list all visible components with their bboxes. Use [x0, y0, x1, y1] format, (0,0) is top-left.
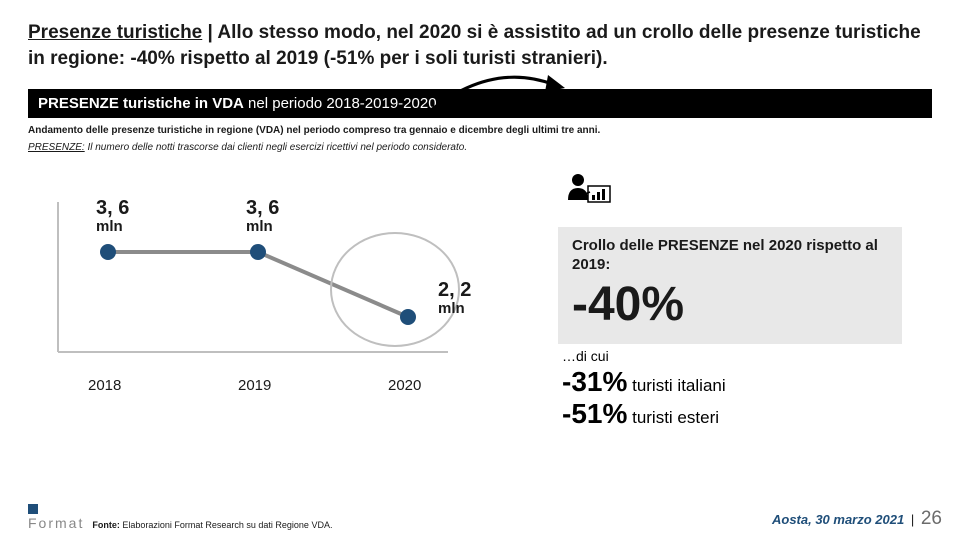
band-bold: PRESENZE turistiche in VDA — [38, 95, 244, 112]
person-chart-icon — [564, 172, 932, 217]
title-underline: Presenze turistiche — [28, 22, 202, 43]
dicui-label: …di cui — [562, 348, 932, 364]
x-axis-label: 2018 — [88, 377, 121, 394]
sub-pct-2: -51% turisti esteri — [562, 398, 932, 430]
callout-text: Crollo delle PRESENZE nel 2020 rispetto … — [572, 237, 888, 275]
footer-right: Aosta, 30 marzo 2021 | 26 — [772, 508, 942, 530]
sub-pct-1: -31% turisti italiani — [562, 366, 932, 398]
chart-datapoint: 3, 6mln — [96, 197, 129, 235]
page-footer: Format Fonte: Elaborazioni Format Resear… — [28, 504, 942, 530]
source-text: Fonte: Elaborazioni Format Research su d… — [92, 520, 332, 530]
big-percentage: -40% — [572, 277, 888, 332]
x-axis-label: 2019 — [238, 377, 271, 394]
chart-datapoint: 2, 2mln — [438, 279, 471, 317]
x-axis-label: 2020 — [388, 377, 421, 394]
chart-datapoint: 3, 6mln — [246, 197, 279, 235]
line-chart: 3, 6mln 3, 6mln 2, 2mln 2018 2019 2020 — [28, 162, 488, 392]
band-rest: nel periodo 2018-2019-2020 — [244, 95, 437, 112]
logo-icon: Format — [28, 504, 84, 530]
arrow-icon — [420, 30, 600, 170]
callout-box: Crollo delle PRESENZE nel 2020 rispetto … — [558, 227, 902, 344]
